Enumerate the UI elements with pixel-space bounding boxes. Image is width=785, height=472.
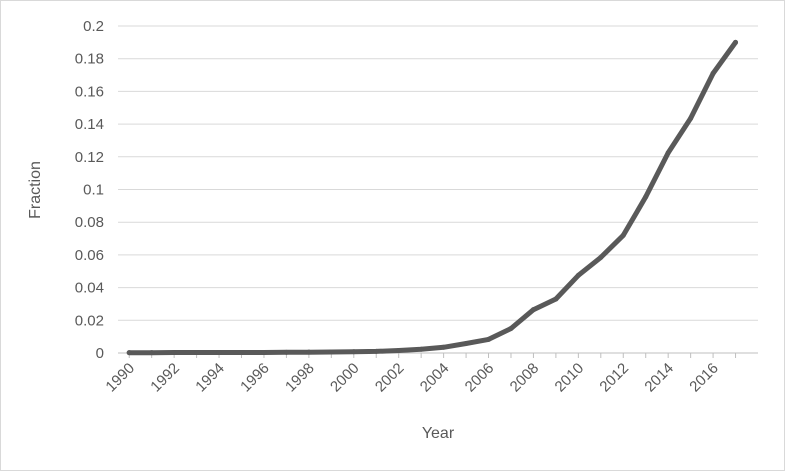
y-tick-label: 0.1: [83, 182, 104, 199]
x-axis-title: Year: [422, 425, 455, 442]
x-tick-label: 2000: [327, 360, 363, 396]
data-point: [418, 346, 424, 352]
data-point: [463, 341, 469, 347]
gridlines: [118, 25, 758, 321]
data-point: [351, 349, 357, 355]
y-tick-label: 0.04: [75, 280, 104, 297]
x-tick-label: 2002: [372, 360, 408, 396]
y-tick-label: 0.2: [83, 18, 104, 35]
y-tick-label: 0.12: [75, 149, 104, 166]
x-tick-label: 2016: [686, 360, 722, 396]
y-tick-label: 0.14: [75, 116, 104, 133]
x-tick-label: 1992: [147, 360, 183, 396]
data-point: [441, 344, 447, 350]
data-point: [283, 349, 289, 355]
data-point: [598, 254, 604, 260]
y-axis-title: Fraction: [27, 161, 44, 219]
x-tick-label: 2014: [641, 360, 677, 396]
x-tick-label: 2010: [552, 360, 588, 396]
x-tick-label: 2012: [596, 360, 632, 396]
data-point: [261, 350, 267, 356]
data-point: [306, 349, 312, 355]
data-point: [126, 350, 132, 356]
data-point: [216, 350, 222, 356]
data-point: [328, 349, 334, 355]
data-point: [194, 350, 200, 356]
data-point: [508, 325, 514, 331]
x-tick-label: 2006: [462, 360, 498, 396]
data-point: [575, 272, 581, 278]
y-tick-label: 0: [96, 345, 104, 362]
data-point: [553, 296, 559, 302]
x-tick-label: 1996: [237, 360, 273, 396]
x-tick-label: 2004: [417, 360, 453, 396]
data-point: [373, 348, 379, 354]
data-point: [239, 350, 245, 356]
x-tick-label: 1994: [192, 360, 228, 396]
data-point: [486, 336, 492, 342]
y-tick-label: 0.06: [75, 247, 104, 264]
y-tick-label: 0.02: [75, 312, 104, 329]
data-point: [171, 350, 177, 356]
series-line-0: [126, 39, 738, 356]
data-point: [733, 39, 739, 45]
x-axis-ticks: 1990 1992 1994 1996 1998 2000 2002 2004 2006 2008…: [102, 353, 737, 396]
x-tick-label: 1998: [282, 360, 318, 396]
y-tick-label: 0.08: [75, 214, 104, 231]
data-point: [710, 70, 716, 76]
data-point: [149, 350, 155, 356]
data-point: [530, 307, 536, 313]
data-point: [688, 115, 694, 121]
data-point: [396, 348, 402, 354]
data-point: [620, 232, 626, 238]
x-tick-label: 1990: [102, 360, 138, 396]
y-axis-ticks: 0 0.02 0.04 0.06 0.08 0.1 0.12 0.14 0.16 0.18 0.2: [75, 18, 104, 362]
series-layer: [126, 39, 739, 356]
x-tick-label: 2008: [507, 360, 543, 396]
data-point: [665, 150, 671, 156]
y-tick-label: 0.18: [75, 51, 104, 68]
y-tick-label: 0.16: [75, 83, 104, 100]
data-point: [643, 194, 649, 200]
